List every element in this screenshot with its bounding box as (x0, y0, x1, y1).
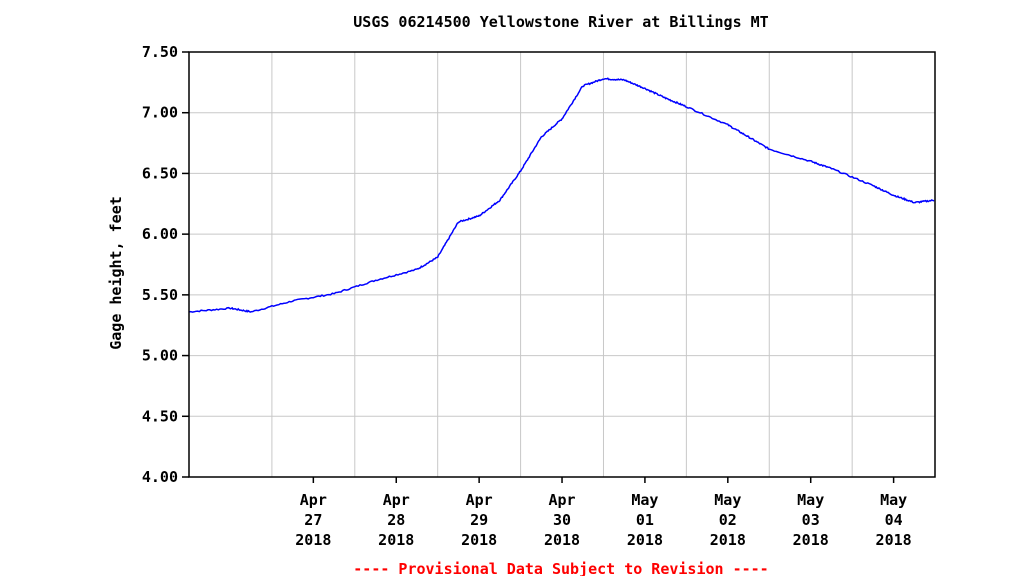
x-tick-label-day: 02 (719, 511, 737, 529)
x-tick-label-year: 2018 (627, 531, 663, 549)
y-tick-label: 5.50 (142, 286, 178, 304)
grid-lines (189, 52, 935, 477)
x-tick-label-year: 2018 (295, 531, 331, 549)
x-tick-label-year: 2018 (544, 531, 580, 549)
y-tick-label: 7.50 (142, 43, 178, 61)
x-tick-label-month: May (797, 491, 824, 509)
x-tick-label-year: 2018 (876, 531, 912, 549)
x-tick-label-day: 30 (553, 511, 571, 529)
plot-frame (188, 51, 936, 478)
y-axis-label: Gage height, feet (107, 196, 125, 350)
chart-title: USGS 06214500 Yellowstone River at Billi… (353, 13, 768, 31)
x-axis-ticks: Apr 27 2018 Apr 28 2018 Apr 29 2018 Apr 30 2018 May 0… (295, 477, 912, 549)
y-tick-label: 7.00 (142, 104, 178, 122)
y-tick-label: 6.00 (142, 225, 178, 243)
x-tick-label-day: 27 (304, 511, 322, 529)
provisional-data-notice: ---- Provisional Data Subject to Revisio… (353, 560, 768, 576)
x-tick-label-month: Apr (466, 491, 493, 509)
x-tick-label-day: 28 (387, 511, 405, 529)
y-axis-ticks: 4.00 4.50 5.00 5.50 6.00 6.50 7.00 7.50 (142, 43, 189, 486)
x-tick-label-year: 2018 (710, 531, 746, 549)
series-group (188, 77, 935, 313)
x-tick-label-day: 01 (636, 511, 654, 529)
y-tick-label: 4.50 (142, 407, 178, 425)
x-tick-label-year: 2018 (461, 531, 497, 549)
x-tick-label-month: Apr (548, 491, 575, 509)
y-tick-label: 6.50 (142, 164, 178, 182)
x-tick-label-month: May (714, 491, 741, 509)
x-tick-label-month: May (880, 491, 907, 509)
x-tick-label-month: Apr (300, 491, 327, 509)
x-tick-label-day: 29 (470, 511, 488, 529)
series-line-0 (188, 77, 935, 313)
y-tick-label: 4.00 (142, 468, 178, 486)
x-tick-label-year: 2018 (793, 531, 829, 549)
x-tick-label-month: May (631, 491, 658, 509)
x-tick-label-day: 04 (885, 511, 903, 529)
x-tick-label-year: 2018 (378, 531, 414, 549)
x-tick-label-month: Apr (383, 491, 410, 509)
x-tick-label-day: 03 (802, 511, 820, 529)
y-tick-label: 5.00 (142, 347, 178, 365)
